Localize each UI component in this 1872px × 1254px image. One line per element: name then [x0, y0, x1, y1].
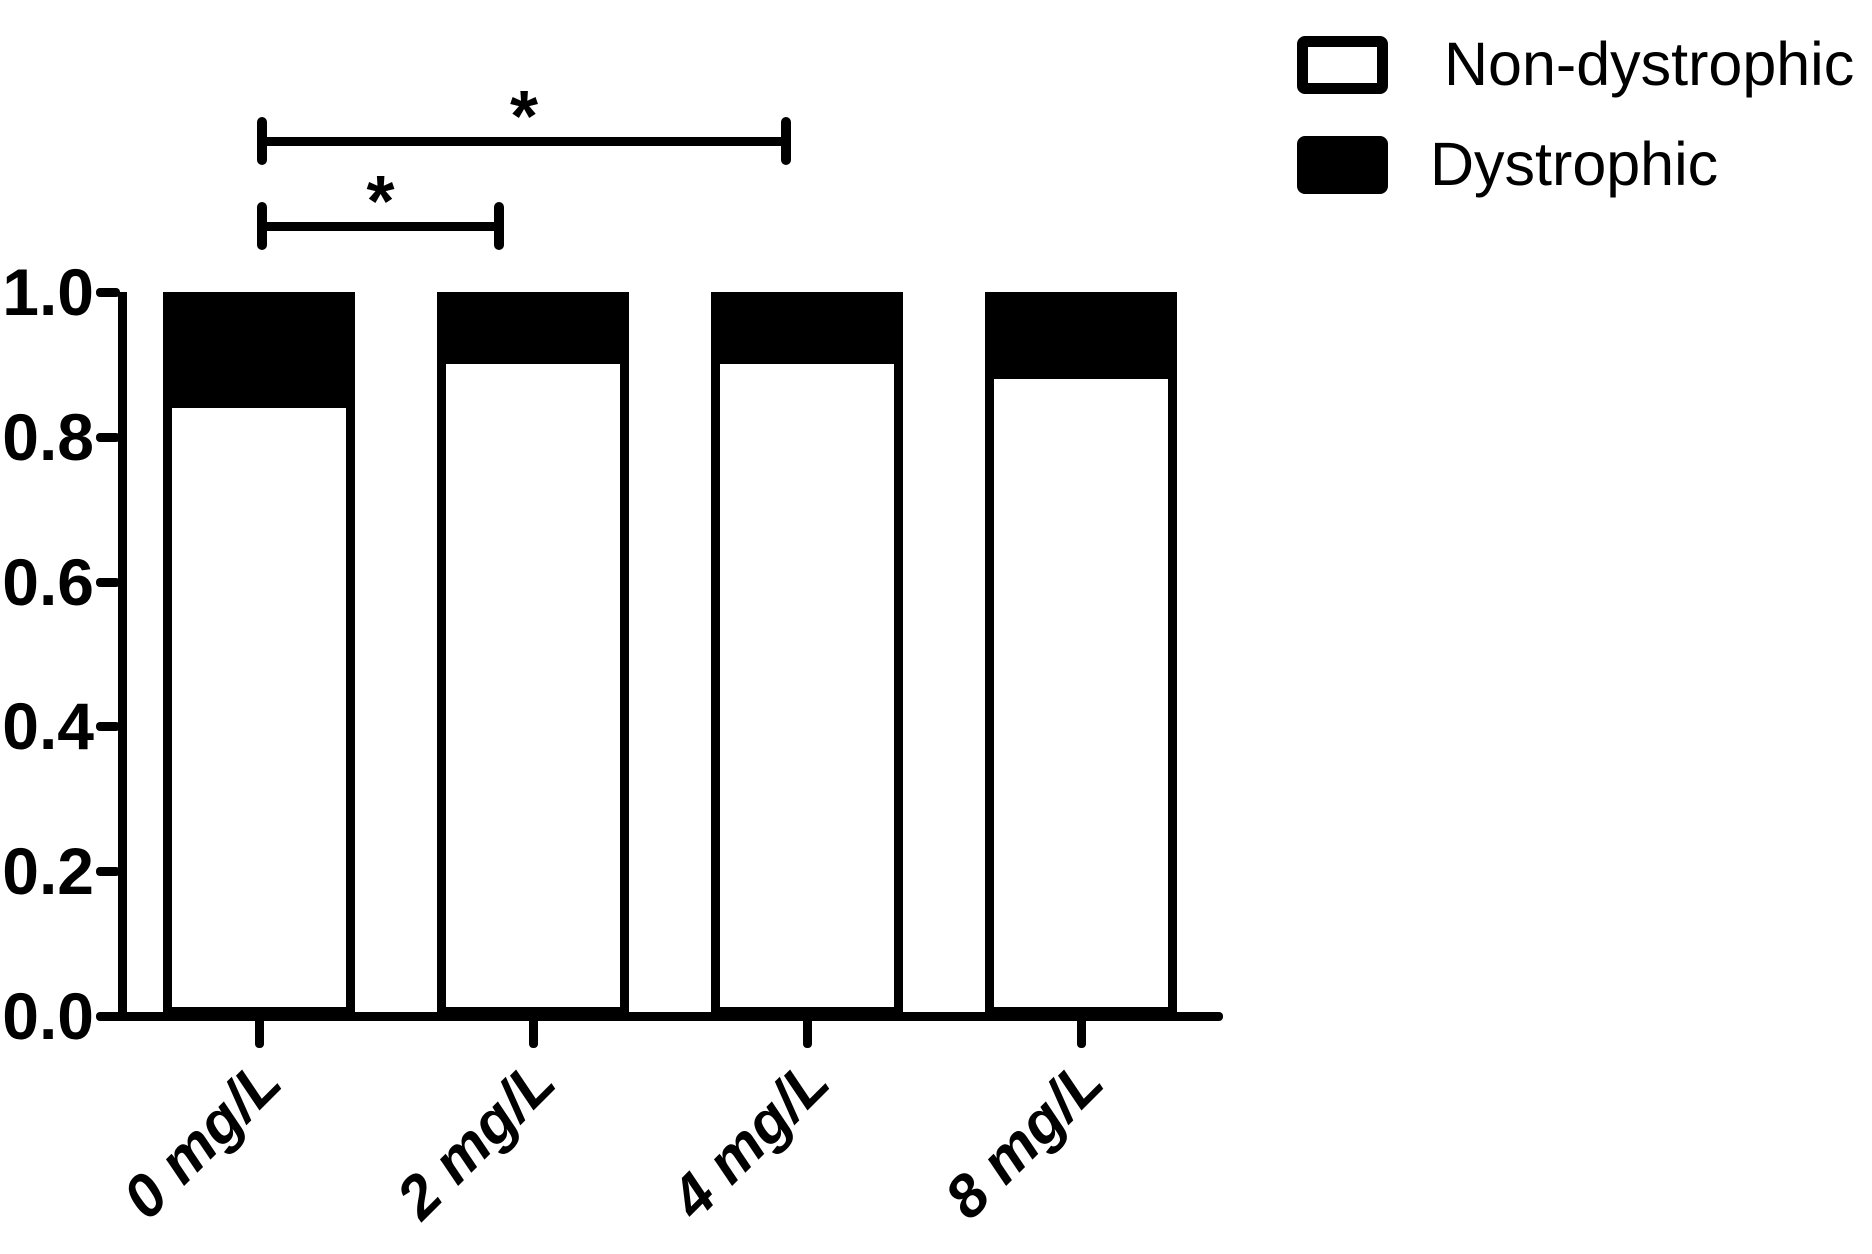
- significance-bracket-0-mg-l-vs-2-mg-l-end-left: [257, 202, 267, 250]
- legend-item-non-dystrophic: Non-dystrophic: [1297, 31, 1854, 98]
- significance-bracket-0-mg-l-vs-4-mg-l-end-right: [781, 117, 791, 165]
- x-axis-label-2-mg-l: 2 mg/L: [383, 1047, 568, 1232]
- y-tick-label-0.4: 0.4: [2, 689, 94, 764]
- y-tick-1.0: [96, 288, 120, 297]
- y-tick-label-0.6: 0.6: [2, 544, 94, 619]
- bar-segment-non-dystrophic-2-mg-l: [446, 364, 620, 1007]
- significance-bracket-0-mg-l-vs-4-mg-l-line: [262, 137, 786, 146]
- bar-segment-dystrophic-0-mg-l: [172, 301, 346, 408]
- x-axis-label-4-mg-l: 4 mg/L: [657, 1047, 842, 1232]
- significance-bracket-0-mg-l-vs-4-mg-l-asterisk: *: [509, 77, 539, 157]
- y-tick-label-1.0: 1.0: [2, 255, 94, 329]
- y-axis-line: [118, 292, 127, 1021]
- x-tick-0-mg-l: [255, 1016, 264, 1048]
- stacked-bar-0-mg-l: [163, 292, 355, 1016]
- legend-swatch-dystrophic-icon: [1297, 136, 1388, 194]
- bar-segment-non-dystrophic-0-mg-l: [172, 407, 346, 1007]
- y-tick-0.8: [96, 432, 120, 442]
- legend-swatch-non-dystrophic-icon: [1297, 36, 1388, 94]
- significance-bracket-0-mg-l-vs-2-mg-l-end-right: [494, 202, 504, 250]
- y-tick-0.2: [96, 867, 120, 877]
- x-tick-8-mg-l: [1077, 1016, 1086, 1048]
- x-axis-line: [98, 1012, 1223, 1021]
- bar-segment-dystrophic-2-mg-l: [446, 301, 620, 365]
- y-tick-0.4: [96, 722, 120, 732]
- legend-item-dystrophic: Dystrophic: [1297, 131, 1854, 198]
- legend: Non-dystrophic Dystrophic: [1297, 31, 1854, 198]
- bar-segment-dystrophic-8-mg-l: [994, 301, 1168, 379]
- x-tick-4-mg-l: [803, 1016, 812, 1048]
- bar-segment-non-dystrophic-4-mg-l: [720, 364, 894, 1007]
- stacked-bar-2-mg-l: [437, 292, 629, 1016]
- y-tick-label-0.2: 0.2: [2, 834, 94, 909]
- y-tick-label-0.8: 0.8: [2, 399, 94, 474]
- y-tick-label-0.0: 0.0: [2, 979, 94, 1053]
- significance-bracket-0-mg-l-vs-2-mg-l-line: [262, 222, 499, 231]
- legend-label-non-dystrophic: Non-dystrophic: [1444, 30, 1855, 99]
- stacked-bar-8-mg-l: [985, 292, 1177, 1016]
- y-tick-0.0: [96, 1012, 120, 1021]
- x-tick-2-mg-l: [529, 1016, 538, 1048]
- x-axis-label-0-mg-l: 0 mg/L: [109, 1047, 294, 1232]
- bar-segment-non-dystrophic-8-mg-l: [994, 378, 1168, 1007]
- significance-bracket-0-mg-l-vs-4-mg-l-end-left: [257, 117, 267, 165]
- bar-segment-dystrophic-4-mg-l: [720, 301, 894, 365]
- significance-bracket-0-mg-l-vs-2-mg-l-asterisk: *: [366, 162, 395, 242]
- legend-label-dystrophic: Dystrophic: [1430, 130, 1719, 199]
- x-axis-label-8-mg-l: 8 mg/L: [931, 1047, 1116, 1232]
- stacked-bar-4-mg-l: [711, 292, 903, 1016]
- y-tick-0.6: [96, 577, 120, 587]
